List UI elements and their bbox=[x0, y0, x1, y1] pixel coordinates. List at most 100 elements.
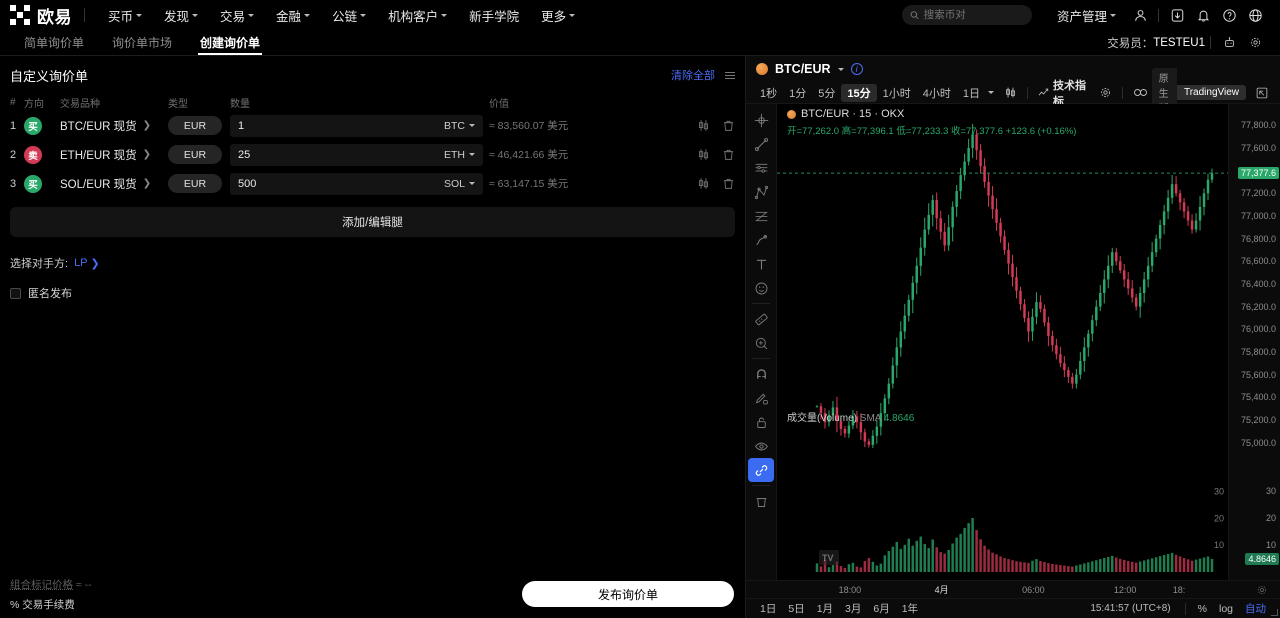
search-input[interactable] bbox=[923, 9, 1024, 21]
chart-settings-gear-icon[interactable] bbox=[1095, 86, 1116, 99]
nav-item-trade[interactable]: 交易 bbox=[209, 6, 265, 25]
search-box[interactable] bbox=[901, 5, 1032, 25]
delete-icon[interactable] bbox=[722, 148, 735, 161]
delete-icon[interactable] bbox=[722, 177, 735, 190]
nav-item-academy[interactable]: 新手学院 bbox=[458, 6, 530, 25]
download-icon[interactable] bbox=[1164, 2, 1190, 28]
brand-logo[interactable]: 欧易 bbox=[0, 3, 72, 28]
log-scale-button[interactable]: log bbox=[1218, 602, 1233, 615]
time-axis-settings-icon[interactable] bbox=[1256, 584, 1268, 596]
timeframe-15m[interactable]: 15分 bbox=[841, 83, 877, 102]
magnet-icon[interactable] bbox=[748, 362, 774, 386]
candlestick-icon[interactable] bbox=[697, 148, 710, 161]
measure-ruler-icon[interactable] bbox=[748, 307, 774, 331]
fib-retracement-icon[interactable] bbox=[748, 204, 774, 228]
technical-indicators-button[interactable]: 技术指标 bbox=[1034, 77, 1095, 109]
quantity-field[interactable]: ETH bbox=[230, 143, 483, 166]
anonymous-checkbox[interactable] bbox=[10, 287, 21, 299]
percent-scale-button[interactable]: % bbox=[1197, 602, 1207, 615]
resize-handle[interactable] bbox=[1271, 609, 1278, 616]
text-icon[interactable] bbox=[748, 252, 774, 276]
unit-selector[interactable]: BTC bbox=[438, 120, 475, 132]
nav-item-chain[interactable]: 公链 bbox=[321, 6, 377, 25]
lock-icon[interactable] bbox=[748, 410, 774, 434]
range-5d[interactable]: 5日 bbox=[788, 603, 805, 615]
side-badge-buy[interactable]: 买 bbox=[24, 174, 42, 193]
nav-item-discover[interactable]: 发现 bbox=[153, 6, 209, 25]
side-badge-sell[interactable]: 卖 bbox=[24, 145, 42, 164]
candlestick-icon[interactable] bbox=[697, 119, 710, 132]
type-pill[interactable]: EUR bbox=[168, 116, 222, 135]
tab-label: 简单询价单 bbox=[24, 36, 85, 50]
add-edit-leg-button[interactable]: 添加/编辑腿 bbox=[10, 207, 735, 237]
timeframe-4h[interactable]: 4小时 bbox=[922, 87, 951, 100]
nav-item-institutional[interactable]: 机构客户 bbox=[377, 6, 458, 25]
candlestick-style-icon[interactable] bbox=[1000, 86, 1021, 99]
tab-create-rfq[interactable]: 创建询价单 bbox=[186, 30, 274, 55]
trend-line-icon[interactable] bbox=[748, 132, 774, 156]
tab-rfq-market[interactable]: 询价单市场 bbox=[98, 30, 186, 55]
compare-symbols-icon[interactable] bbox=[1129, 86, 1152, 99]
chevron-down-icon[interactable] bbox=[837, 67, 844, 71]
zoom-in-icon[interactable] bbox=[748, 331, 774, 355]
range-6mo[interactable]: 6月 bbox=[873, 603, 890, 615]
quantity-field[interactable]: SOL bbox=[230, 172, 483, 195]
nav-item-more[interactable]: 更多 bbox=[530, 6, 586, 25]
range-1mo[interactable]: 1月 bbox=[816, 603, 834, 615]
timeframe-1h[interactable]: 1小时 bbox=[882, 87, 911, 100]
time-axis[interactable]: 18:00 4月 06:00 12:00 18: bbox=[746, 580, 1280, 598]
gear-icon[interactable] bbox=[1242, 30, 1268, 56]
quantity-input[interactable] bbox=[238, 148, 438, 161]
unit-selector[interactable]: SOL bbox=[438, 178, 475, 190]
robot-icon[interactable] bbox=[1216, 30, 1242, 56]
chart-pair-selector[interactable]: BTC/EUR bbox=[775, 62, 831, 76]
fullscreen-icon[interactable] bbox=[1252, 87, 1272, 99]
brush-icon[interactable] bbox=[748, 228, 774, 252]
type-pill[interactable]: EUR bbox=[168, 174, 222, 193]
horizontal-lines-icon[interactable] bbox=[748, 156, 774, 180]
hide-drawings-eye-icon[interactable] bbox=[748, 434, 774, 458]
crosshair-icon[interactable] bbox=[748, 108, 774, 132]
delete-icon[interactable] bbox=[722, 119, 735, 132]
timeframe-1m[interactable]: 1分 bbox=[789, 87, 807, 100]
chevron-down-icon[interactable] bbox=[988, 91, 994, 94]
user-icon[interactable] bbox=[1127, 2, 1153, 28]
candlestick-icon[interactable] bbox=[697, 177, 710, 190]
timeframe-1d[interactable]: 1日 bbox=[962, 87, 980, 100]
symbol-selector[interactable]: ETH/EUR 现货 ❯ bbox=[60, 147, 168, 163]
unit-selector[interactable]: ETH bbox=[438, 149, 475, 161]
globe-icon[interactable] bbox=[1242, 2, 1268, 28]
bell-icon[interactable] bbox=[1190, 2, 1216, 28]
range-3mo[interactable]: 3月 bbox=[845, 603, 862, 615]
quantity-input[interactable] bbox=[238, 119, 438, 132]
range-1d[interactable]: 1日 bbox=[760, 603, 777, 615]
quantity-input[interactable] bbox=[238, 177, 438, 190]
timeframe-1s[interactable]: 1秒 bbox=[760, 87, 778, 100]
nav-item-asset-management[interactable]: 资产管理 bbox=[1046, 6, 1127, 25]
auto-scale-button[interactable]: 自动 bbox=[1245, 603, 1266, 615]
emoji-icon[interactable] bbox=[748, 276, 774, 300]
type-pill[interactable]: EUR bbox=[168, 145, 222, 164]
info-icon[interactable]: i bbox=[850, 63, 863, 75]
pitchfork-icon[interactable] bbox=[748, 180, 774, 204]
range-1y[interactable]: 1年 bbox=[901, 603, 919, 615]
nav-item-finance[interactable]: 金融 bbox=[265, 6, 321, 25]
price-axis[interactable]: 77,800.077,600.077,400.077,200.077,000.0… bbox=[1228, 104, 1280, 580]
panel-menu-icon[interactable] bbox=[725, 71, 735, 79]
remove-drawings-trash-icon[interactable] bbox=[748, 489, 774, 513]
submit-rfq-button[interactable]: 发布询价单 bbox=[522, 581, 734, 607]
view-mode-tradingview[interactable]: TradingView bbox=[1176, 85, 1246, 100]
symbol-selector[interactable]: BTC/EUR 现货 ❯ bbox=[60, 118, 168, 134]
price-chart-plot[interactable]: BTC/EUR · 15 · OKX 开=77,262.0 高=77,396.1… bbox=[777, 104, 1228, 580]
side-badge-buy[interactable]: 买 bbox=[24, 116, 42, 135]
link-sync-icon[interactable] bbox=[748, 458, 774, 482]
symbol-selector[interactable]: SOL/EUR 现货 ❯ bbox=[60, 176, 168, 192]
quantity-field[interactable]: BTC bbox=[230, 114, 483, 137]
timeframe-5m[interactable]: 5分 bbox=[818, 87, 836, 100]
counterparty-selector[interactable]: LP ❯ bbox=[74, 257, 100, 270]
tab-simple-rfq[interactable]: 简单询价单 bbox=[10, 30, 98, 55]
help-icon[interactable] bbox=[1216, 2, 1242, 28]
nav-item-buy-crypto[interactable]: 买币 bbox=[97, 6, 153, 25]
clear-all-button[interactable]: 清除全部 bbox=[671, 70, 715, 82]
drawing-mode-pen-icon[interactable] bbox=[748, 386, 774, 410]
